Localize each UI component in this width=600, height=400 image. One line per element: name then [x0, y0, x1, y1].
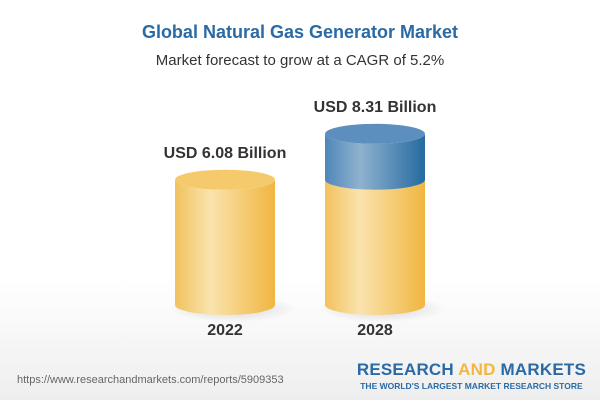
bar-2028: [325, 179, 425, 315]
chart-title: Global Natural Gas Generator Market: [141, 22, 459, 42]
x-tick-label: 2022: [207, 322, 243, 339]
logo-tagline: THE WORLD'S LARGEST MARKET RESEARCH STOR…: [360, 381, 583, 391]
cylinder-top-2022: [175, 169, 275, 190]
cylinder-top-2028: [325, 123, 425, 144]
data-label: USD 8.31 Billion: [314, 99, 437, 116]
growth-segment-2028: [325, 133, 425, 190]
source-url[interactable]: https://www.researchandmarkets.com/repor…: [17, 374, 284, 386]
bar-2022: [175, 179, 275, 315]
data-label: USD 6.08 Billion: [164, 145, 287, 162]
x-tick-label: 2028: [357, 322, 393, 339]
research-and-markets-logo: RESEARCH AND MARKETS THE WORLD'S LARGEST…: [356, 360, 586, 391]
chart-subtitle: Market forecast to grow at a CAGR of 5.2…: [155, 52, 445, 69]
